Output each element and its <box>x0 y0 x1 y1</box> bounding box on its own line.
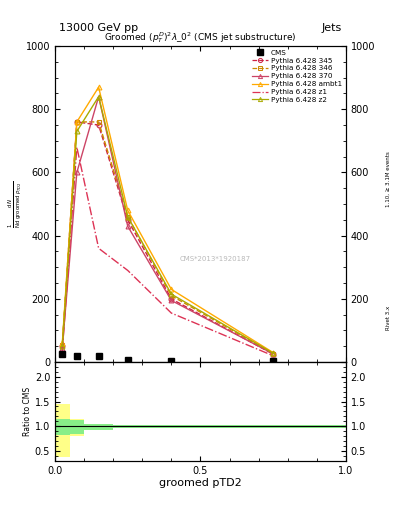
Pythia 6.428 370 <box>75 169 79 176</box>
Line: Pythia 6.428 346: Pythia 6.428 346 <box>60 119 275 356</box>
Pythia 6.428 z1 <box>125 267 130 273</box>
Pythia 6.428 z1 <box>75 144 79 150</box>
Pythia 6.428 345 <box>125 217 130 223</box>
Pythia 6.428 ambt1 <box>96 84 101 90</box>
Pythia 6.428 345 <box>75 119 79 125</box>
Text: 13000 GeV pp: 13000 GeV pp <box>59 23 138 33</box>
CMS <box>169 358 174 365</box>
Pythia 6.428 346 <box>60 342 64 348</box>
CMS <box>60 351 64 357</box>
Pythia 6.428 z2 <box>125 214 130 220</box>
Pythia 6.428 ambt1 <box>271 350 275 356</box>
Line: Pythia 6.428 z2: Pythia 6.428 z2 <box>60 94 275 356</box>
CMS <box>125 357 130 364</box>
Y-axis label: $\frac{1}{\mathrm{N}}\frac{\mathrm{d}N}{\mathrm{d}\,\mathrm{groomed}\,p_{TD2}}$: $\frac{1}{\mathrm{N}}\frac{\mathrm{d}N}{… <box>6 181 23 228</box>
Pythia 6.428 346 <box>75 119 79 125</box>
Pythia 6.428 ambt1 <box>125 207 130 214</box>
Pythia 6.428 ambt1 <box>60 340 64 346</box>
Pythia 6.428 z1 <box>96 245 101 251</box>
Pythia 6.428 346 <box>96 119 101 125</box>
CMS <box>271 358 275 365</box>
Title: Groomed $(p_T^D)^2\lambda\_0^2$ (CMS jet substructure): Groomed $(p_T^D)^2\lambda\_0^2$ (CMS jet… <box>104 30 297 45</box>
Pythia 6.428 z1 <box>169 310 174 316</box>
Pythia 6.428 345 <box>60 343 64 349</box>
Line: Pythia 6.428 345: Pythia 6.428 345 <box>60 119 275 356</box>
CMS <box>96 353 101 359</box>
Pythia 6.428 345 <box>96 122 101 128</box>
Pythia 6.428 z2 <box>75 129 79 135</box>
Pythia 6.428 z2 <box>96 94 101 100</box>
Pythia 6.428 345 <box>271 351 275 357</box>
Pythia 6.428 z1 <box>271 353 275 359</box>
Text: CMS*2013*1920187: CMS*2013*1920187 <box>180 256 250 262</box>
Pythia 6.428 370 <box>60 345 64 351</box>
Pythia 6.428 z2 <box>169 291 174 297</box>
Pythia 6.428 370 <box>169 297 174 304</box>
Y-axis label: Ratio to CMS: Ratio to CMS <box>23 387 32 436</box>
Text: Jets: Jets <box>321 23 342 33</box>
Line: Pythia 6.428 z1: Pythia 6.428 z1 <box>62 147 273 356</box>
Pythia 6.428 346 <box>125 214 130 220</box>
Legend: CMS, Pythia 6.428 345, Pythia 6.428 346, Pythia 6.428 370, Pythia 6.428 ambt1, P: CMS, Pythia 6.428 345, Pythia 6.428 346,… <box>251 48 343 104</box>
Pythia 6.428 346 <box>271 350 275 356</box>
Text: 1.10, ≥ 3.1M events: 1.10, ≥ 3.1M events <box>386 152 391 207</box>
Line: Pythia 6.428 ambt1: Pythia 6.428 ambt1 <box>60 84 275 355</box>
Pythia 6.428 370 <box>96 94 101 100</box>
Pythia 6.428 ambt1 <box>169 286 174 292</box>
Pythia 6.428 z2 <box>60 343 64 349</box>
Pythia 6.428 370 <box>271 351 275 357</box>
Pythia 6.428 346 <box>169 293 174 299</box>
Pythia 6.428 z2 <box>271 350 275 356</box>
CMS <box>75 353 79 359</box>
Pythia 6.428 z1 <box>60 348 64 354</box>
Text: Rivet 3.x: Rivet 3.x <box>386 305 391 330</box>
X-axis label: groomed pTD2: groomed pTD2 <box>159 478 242 488</box>
Pythia 6.428 ambt1 <box>75 119 79 125</box>
Pythia 6.428 345 <box>169 296 174 302</box>
Line: Pythia 6.428 370: Pythia 6.428 370 <box>60 94 275 356</box>
Pythia 6.428 370 <box>125 223 130 229</box>
Line: CMS: CMS <box>59 351 276 364</box>
